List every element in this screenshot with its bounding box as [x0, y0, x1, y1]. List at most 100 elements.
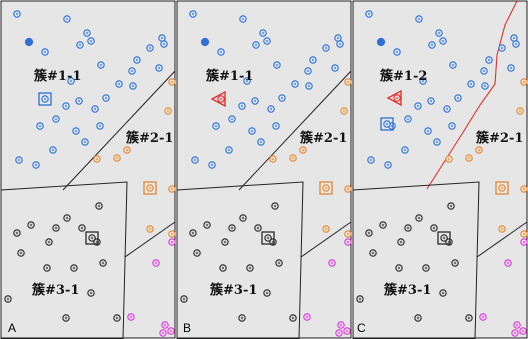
panel-c-blue-point-20-core	[427, 130, 429, 132]
panel-c-magenta-point-2-core	[482, 316, 484, 318]
panel-c-boundary-2-4	[476, 221, 528, 258]
panel-a-blue-center-point-core	[44, 98, 46, 100]
panel-a-orange-point-4-core	[126, 149, 128, 151]
panel-a-blue-point-3-core	[79, 44, 81, 46]
panel-a-blue-point-28-core	[70, 80, 72, 82]
panel-c-blue-point-4-core	[442, 40, 444, 42]
panel-a-black-point-0-core	[66, 217, 68, 219]
panel-b-black-point-0-core	[242, 217, 244, 219]
panel-b-magenta-point-1-core	[331, 262, 333, 264]
panel-c-blue-point-24-core	[404, 149, 406, 151]
panel-a-black-point-14-core	[116, 317, 118, 319]
panel-a-blue-point-1-core	[66, 18, 68, 20]
panel-b-black-point-10-core	[249, 267, 251, 269]
panel-c-magenta-point-1-core	[507, 262, 509, 264]
panel-a-orange-point-1-core	[167, 110, 169, 112]
panel-c-blue-point-21-core	[407, 118, 409, 120]
panel-a-black-point-11-core	[102, 262, 104, 264]
panel-b-blue-point-11-core	[334, 67, 336, 69]
panel-b-black-point-1-core	[274, 205, 276, 207]
panel-a-black-center	[85, 231, 99, 245]
panel-c-blue-point-28-core	[422, 80, 424, 82]
panel-a-black-point-1-core	[98, 205, 100, 207]
panel-b-blue-point-19-core	[241, 105, 243, 107]
panel-b-black-point-4-core	[224, 241, 226, 243]
panel-a-blue-point-26-core	[18, 159, 20, 161]
panel-c-magenta-point-0-core	[523, 241, 525, 243]
panel-c-black-point-2-core	[433, 227, 435, 229]
panel-c-black-point-0-core	[418, 217, 420, 219]
panel-c-black-center	[437, 231, 451, 245]
panel-b-blue-point-21-core	[231, 118, 233, 120]
panel-b-magenta-point-3-core	[340, 324, 342, 326]
panel-b-orange-point-7-core	[347, 233, 349, 235]
panel-a-orange-point-0-core	[171, 81, 173, 83]
panel-c-blue-point-14-core	[470, 83, 472, 85]
panel-b-black-point-5-core	[231, 227, 233, 229]
panel-b-blue-point-7-core	[276, 64, 278, 66]
panel-a-orange-point-2-core	[96, 158, 98, 160]
panel-b-blue-point-15-core	[308, 85, 310, 87]
panel-a-cluster-3-label: 簇#3-1	[31, 282, 79, 298]
panel-a-orange-point-6-core	[149, 228, 151, 230]
panel-c-blue-point-25-core	[387, 164, 389, 166]
panel-c-orange-point-0-core	[523, 81, 525, 83]
panel-c-blue-point-23-core	[436, 141, 438, 143]
panel-c-blue-point-2	[376, 37, 386, 47]
panel-b-blue-point-27-core	[275, 125, 277, 127]
panel-c-orange-point-6-core	[501, 228, 503, 230]
panel-a-black-point-13-core	[7, 298, 9, 300]
panel-c-red-triangle	[386, 89, 402, 107]
panel-a-boundary-1-2	[62, 70, 176, 191]
panel-b-black-point-7-core	[206, 224, 208, 226]
panel-b-blue-point-3-core	[255, 44, 257, 46]
panel-c-blue-point-1-core	[418, 18, 420, 20]
panel-b-letter: B	[183, 321, 191, 335]
panel-c-blue-point-7-core	[452, 64, 454, 66]
panel-a-blue-point-16-core	[94, 108, 96, 110]
panel-c-black-point-5-core	[407, 227, 409, 229]
panel-c-blue-point-9-core	[483, 70, 485, 72]
panel-c-blue-point-10-core	[501, 47, 503, 49]
panel-a-orange-point-3-core	[116, 157, 118, 159]
panel-c-blue-point-0-core	[368, 13, 370, 15]
panel-a-black-point-8-core	[20, 252, 22, 254]
panel-c-background	[352, 0, 528, 339]
panel-b-boundary-2-4	[300, 221, 352, 258]
panel-c-cluster-1-label: 簇#1-2	[379, 68, 427, 84]
panel-b-blue-point-17-core	[281, 97, 283, 99]
panel-b-cluster-3-label: 簇#3-1	[209, 282, 257, 298]
panel-a-black-point-9-core	[46, 267, 48, 269]
panel-a-cluster-2-label: 簇#2-1	[125, 130, 173, 146]
panel-b-orange-center-point-core	[325, 187, 327, 189]
panel-c-black-point-6-core	[368, 232, 370, 234]
panel-b-blue-point-24-core	[228, 149, 230, 151]
panel-a-magenta-point-2-core	[130, 316, 132, 318]
panel-c-magenta-point-3-core	[516, 324, 518, 326]
panel-b-black-point-8-core	[196, 252, 198, 254]
panel-b-orange-point-1-core	[343, 110, 345, 112]
panel-a-orange-point-5-core	[171, 188, 173, 190]
panel-a-black-point-15-core	[65, 317, 67, 319]
panel-c-black-point-9-core	[398, 267, 400, 269]
panel-a-blue-point-23-core	[84, 141, 86, 143]
panel-b-orange-point-0-core	[347, 81, 349, 83]
panel-c-blue-point-6-core	[396, 51, 398, 53]
panel-a-black-point-10-core	[73, 267, 75, 269]
panel-a-blue-point-7-core	[100, 64, 102, 66]
panel-c-blue-point-26-core	[370, 159, 372, 161]
panel-b-blue-point-28-core	[246, 80, 248, 82]
panel-a-blue-point-14-core	[118, 83, 120, 85]
panel-b-blue-point-22-core	[215, 125, 217, 127]
panel-b-orange-point-3-core	[292, 157, 294, 159]
panel-a-orange-center	[143, 181, 157, 195]
panel-b-blue-point-4-core	[266, 40, 268, 42]
panel-a-blue-point-17-core	[105, 97, 107, 99]
panel-b-blue-point-1-core	[242, 18, 244, 20]
panel-b-orange-point-4-core	[302, 149, 304, 151]
panel-c-orange-point-4-core	[478, 149, 480, 151]
panel-a-black-point-4-core	[48, 241, 50, 243]
panel-a-magenta-point-4-core	[162, 332, 164, 334]
panel-a-blue-point-11-core	[158, 67, 160, 69]
